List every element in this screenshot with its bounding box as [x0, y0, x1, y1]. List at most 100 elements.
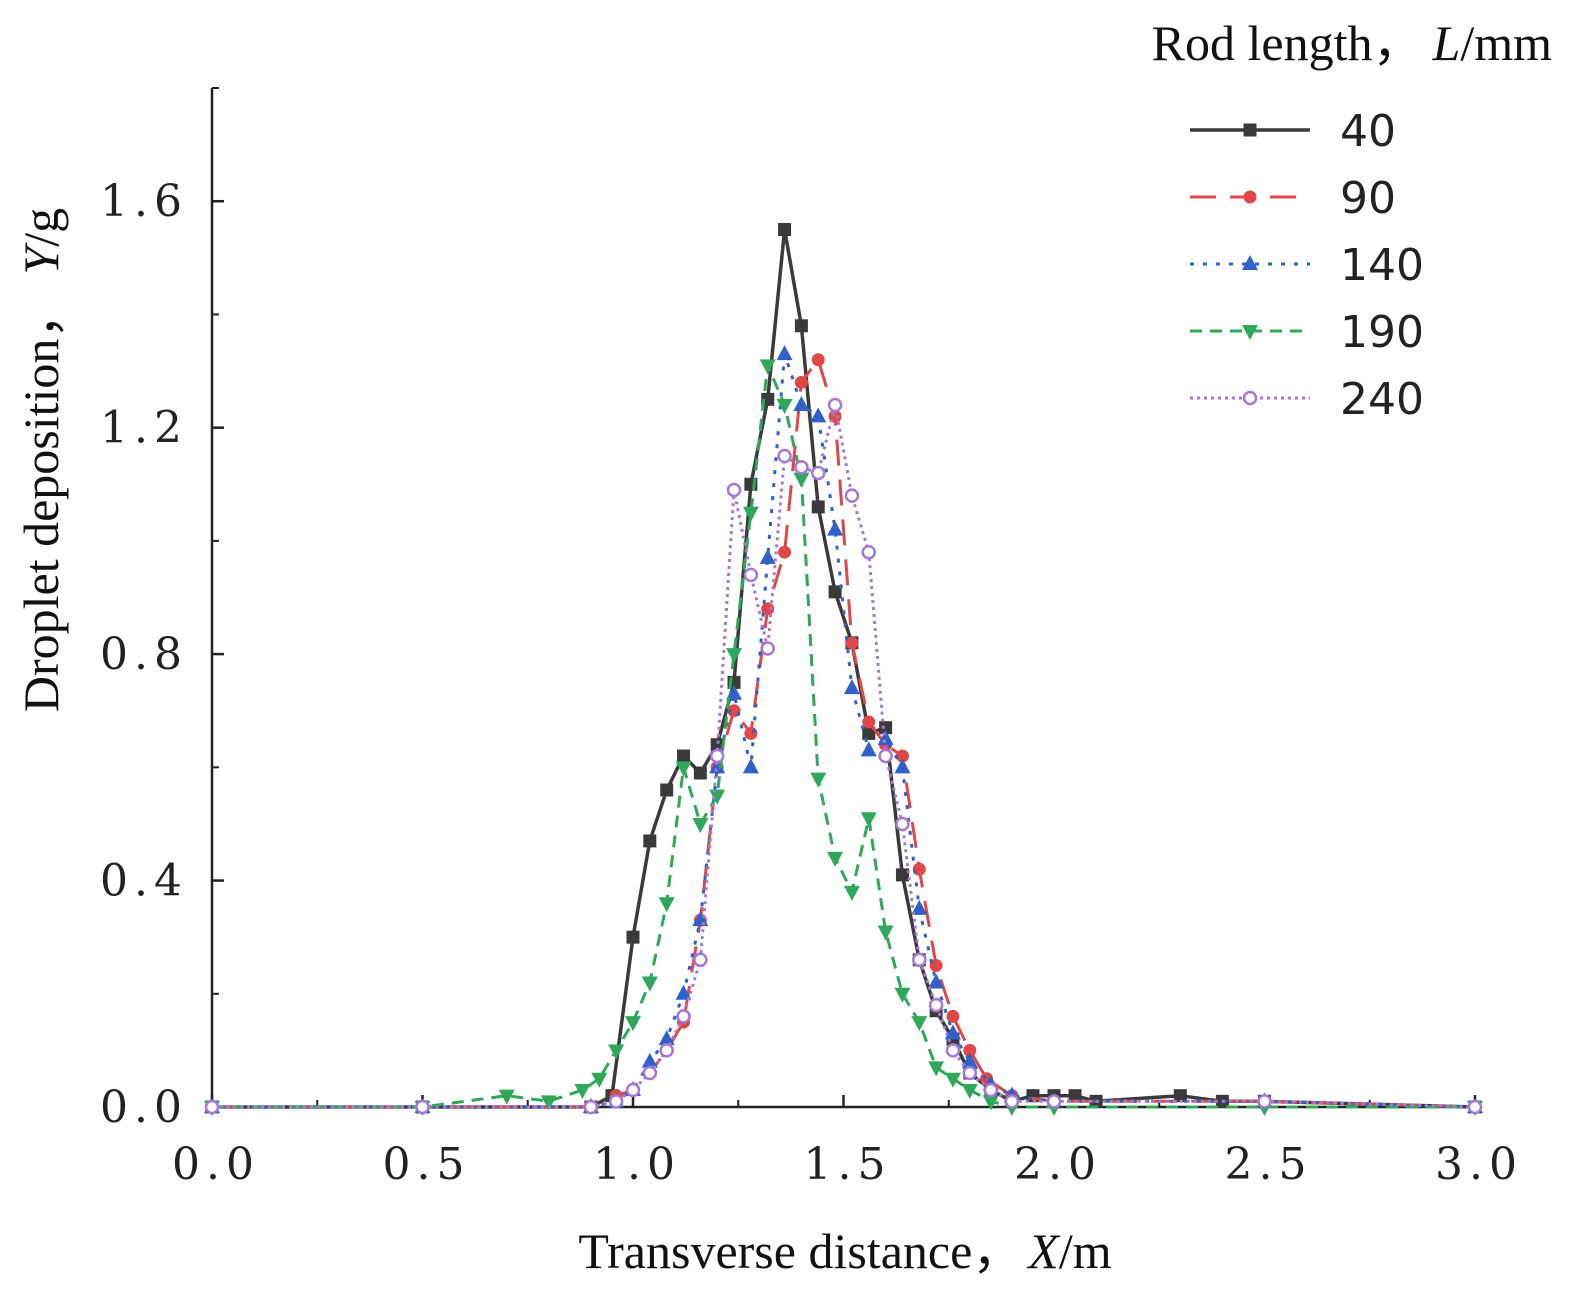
- x-tick-label: 1.0: [593, 1139, 681, 1190]
- data-point-240: [743, 567, 759, 583]
- data-point-140: [709, 758, 726, 774]
- data-point-190: [498, 1089, 515, 1105]
- data-point-40: [677, 749, 691, 763]
- data-point-140: [675, 984, 692, 1000]
- data-point-140: [776, 345, 793, 361]
- data-point-190: [608, 1044, 625, 1060]
- data-point-190: [776, 399, 793, 415]
- x-tick-label: 0.0: [172, 1139, 260, 1190]
- data-point-90: [761, 602, 775, 616]
- series-90: [205, 353, 1482, 1114]
- y-tick-label: 0.0: [100, 1082, 188, 1133]
- data-point-140: [944, 1024, 961, 1040]
- data-point-190: [742, 506, 759, 522]
- data-point-240: [945, 1043, 961, 1058]
- data-point-240: [1046, 1094, 1062, 1109]
- legend-label-40: 40: [1340, 106, 1396, 157]
- data-point-240: [878, 748, 893, 764]
- data-point-240: [726, 482, 742, 498]
- data-point-90: [963, 1043, 977, 1057]
- data-point-240: [895, 816, 910, 832]
- data-point-190: [860, 812, 877, 828]
- data-point-240: [1257, 1094, 1272, 1109]
- data-point-240: [625, 1082, 641, 1098]
- data-point-140: [759, 548, 776, 564]
- data-point-190: [877, 925, 894, 941]
- data-point-240: [827, 397, 843, 413]
- data-point-190: [726, 648, 743, 664]
- data-point-240: [794, 460, 809, 475]
- data-point-140: [928, 973, 945, 989]
- legend-label-190: 190: [1340, 307, 1424, 358]
- data-point-140: [911, 899, 928, 915]
- data-point-240: [861, 544, 877, 560]
- data-point-40: [643, 834, 657, 848]
- y-axis-title: Droplet deposition，Y/g: [13, 208, 69, 712]
- data-point-190: [759, 359, 776, 375]
- data-point-40: [895, 868, 909, 882]
- series-40: [205, 223, 1482, 1114]
- data-point-190: [692, 817, 709, 833]
- data-point-240: [709, 748, 725, 764]
- legend-marker-40: [1243, 123, 1257, 137]
- data-point-40: [811, 500, 825, 514]
- legend-marker-190: [1242, 325, 1258, 340]
- legend-marker-240: [1242, 390, 1258, 406]
- series-240: [204, 397, 1483, 1115]
- legend-marker-90: [1243, 190, 1257, 204]
- data-point-240: [912, 952, 927, 968]
- data-point-90: [946, 1009, 960, 1023]
- data-point-240: [983, 1082, 999, 1098]
- series-line-140: [212, 352, 1476, 1109]
- data-point-40: [626, 930, 640, 944]
- data-point-190: [843, 885, 860, 901]
- data-point-90: [794, 375, 808, 389]
- y-tick-label: 0.4: [100, 856, 188, 907]
- data-point-90: [744, 726, 758, 740]
- data-point-90: [811, 353, 825, 367]
- data-point-140: [658, 1030, 675, 1046]
- data-point-140: [877, 730, 894, 746]
- data-point-40: [862, 726, 876, 740]
- data-point-140: [742, 758, 759, 774]
- series-line-190: [212, 363, 1475, 1109]
- series-140: [204, 345, 1483, 1113]
- y-tick-label: 0.8: [100, 629, 188, 680]
- data-point-240: [583, 1099, 599, 1115]
- data-point-240: [659, 1043, 674, 1058]
- data-point-240: [928, 997, 944, 1013]
- data-point-190: [982, 1095, 999, 1111]
- data-point-40: [660, 783, 674, 797]
- data-point-190: [827, 851, 844, 867]
- data-point-190: [658, 897, 675, 913]
- data-point-90: [862, 715, 876, 729]
- data-point-40: [1173, 1089, 1187, 1103]
- data-point-190: [944, 1072, 961, 1088]
- data-point-190: [894, 987, 911, 1003]
- y-tick-label: 1.2: [100, 403, 188, 454]
- data-point-240: [1004, 1094, 1020, 1109]
- data-point-40: [693, 766, 707, 780]
- y-tick-label: 1.6: [100, 176, 188, 227]
- data-point-140: [827, 520, 844, 536]
- data-point-240: [415, 1099, 430, 1115]
- legend-title: Rod length， L/mm: [1152, 15, 1552, 71]
- data-point-190: [625, 1016, 641, 1032]
- legend-label-140: 140: [1340, 240, 1424, 291]
- data-point-140: [641, 1052, 658, 1068]
- series-line-90: [212, 358, 1476, 1109]
- x-tick-label: 1.5: [804, 1139, 892, 1190]
- data-point-190: [793, 472, 810, 488]
- data-point-140: [726, 684, 743, 700]
- data-point-190: [574, 1084, 591, 1100]
- data-point-40: [1068, 1089, 1082, 1103]
- legend: 40 90 140 190 240: [1190, 106, 1424, 425]
- data-point-240: [1467, 1099, 1483, 1115]
- data-point-140: [843, 679, 860, 695]
- data-point-190: [810, 772, 827, 788]
- data-point-90: [912, 862, 926, 876]
- data-point-240: [642, 1065, 658, 1081]
- data-point-140: [810, 407, 827, 423]
- x-tick-label: 2.0: [1014, 1139, 1102, 1190]
- data-point-90: [778, 545, 792, 559]
